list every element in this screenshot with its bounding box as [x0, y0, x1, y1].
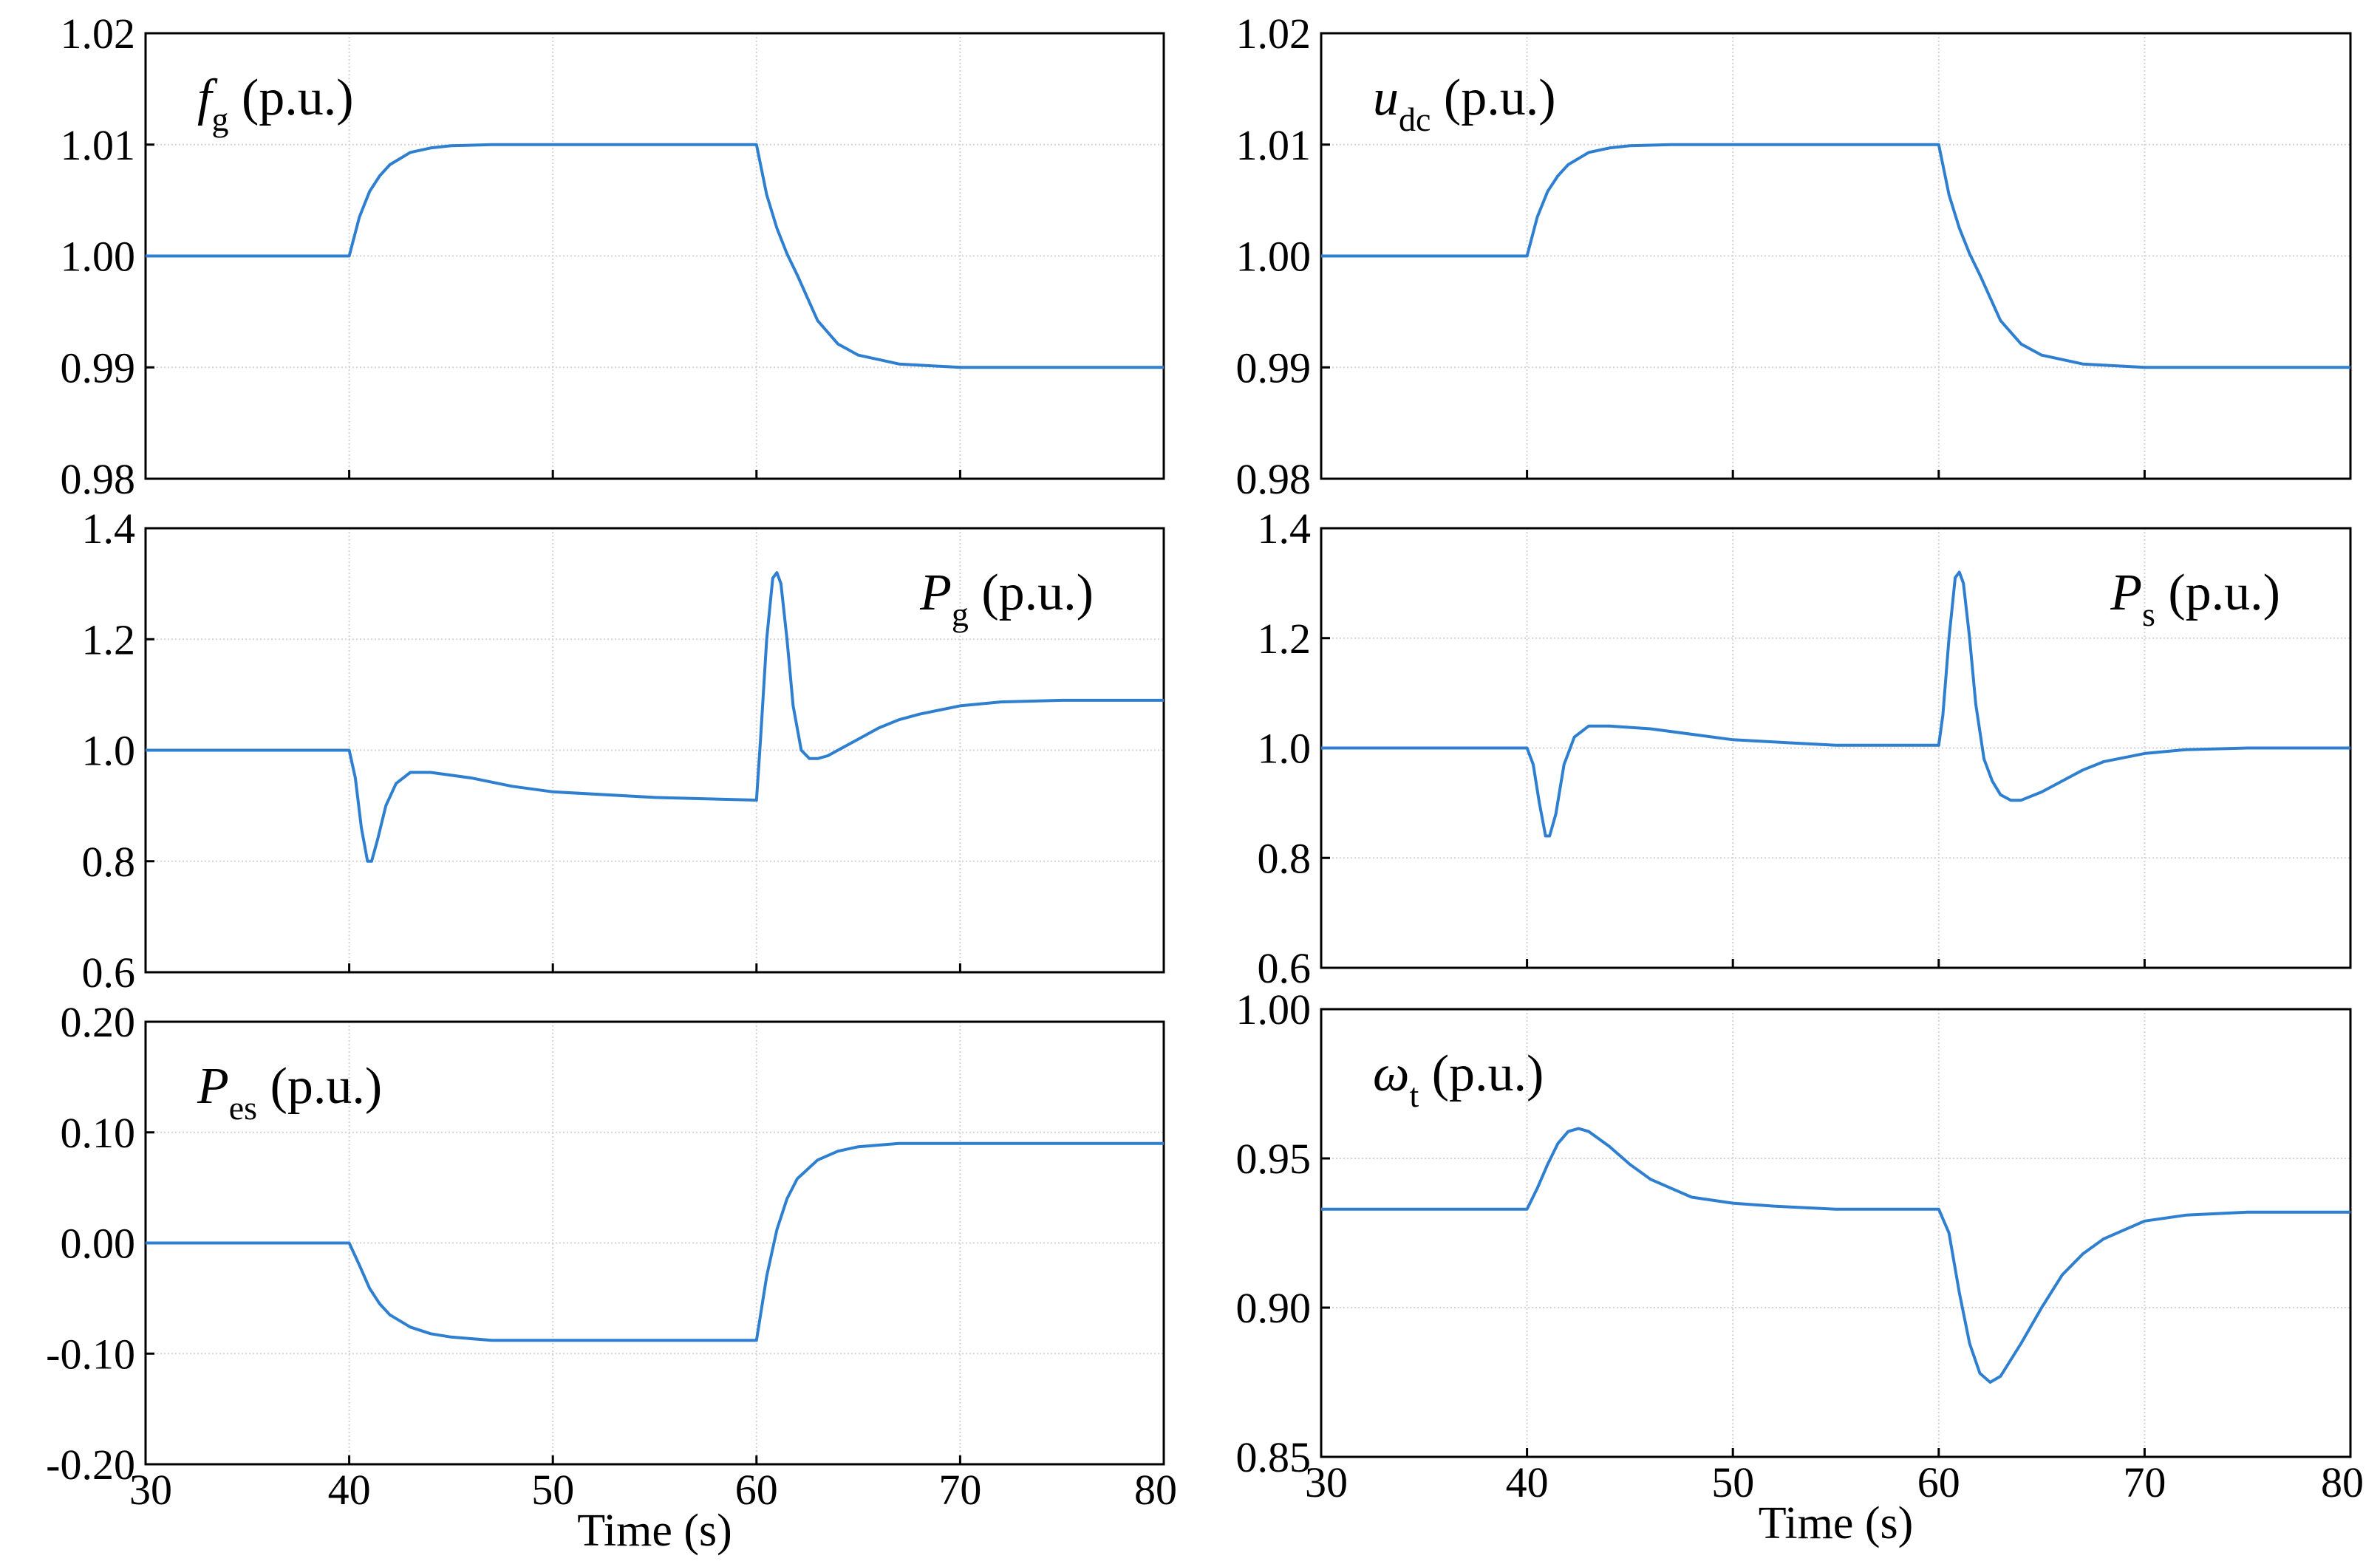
y-tick-label: 0.00: [61, 1220, 136, 1268]
title-subscript: dc: [1399, 100, 1431, 138]
y-tick-label: 0.90: [1236, 1284, 1312, 1332]
chart-fg: 0.98 0.99 1.00 1.01 1.02 fg (p.u.): [61, 10, 1165, 503]
y-tick-label: 0.99: [61, 344, 136, 392]
title-subscript: s: [2142, 595, 2155, 633]
title-unit: (p.u.): [1431, 69, 1555, 126]
x-tick-label: 50: [1711, 1458, 1754, 1506]
title-symbol: P: [2110, 564, 2142, 621]
x-tick-label: 80: [2321, 1458, 2364, 1506]
title-unit: (p.u.): [228, 69, 353, 126]
y-tick-label: 0.6: [82, 949, 136, 997]
y-tick-label: 1.0: [1258, 725, 1312, 773]
y-tick-label: 0.8: [82, 838, 136, 886]
panel-title: Pg (p.u.): [919, 564, 1094, 633]
panel-title: fg (p.u.): [197, 69, 354, 138]
y-tick-label: 1.4: [82, 505, 136, 553]
x-tick-label: 80: [1134, 1466, 1177, 1514]
series-line-Ps: [1321, 570, 2350, 838]
y-tick-label: 0.10: [61, 1109, 136, 1157]
y-tick-label: 0.98: [61, 455, 136, 503]
y-tick-label: 1.02: [61, 10, 136, 58]
y-tick-label: -0.10: [46, 1330, 135, 1378]
x-tick-label: 50: [531, 1466, 574, 1514]
chart-wt: 0.85 0.90 0.95 1.00 30 40 50 60 70 80 Time (s) ωt (…: [1236, 986, 2364, 1548]
y-tick-label: 1.4: [1258, 505, 1312, 553]
panel-title: udc (p.u.): [1373, 69, 1556, 138]
panel-title: Pes (p.u.): [197, 1058, 382, 1127]
y-tick-label: 1.00: [1236, 233, 1312, 281]
x-tick-label: 40: [328, 1466, 371, 1514]
title-subscript: t: [1409, 1076, 1419, 1114]
y-tick-label: 0.20: [61, 998, 136, 1046]
x-tick-label: 70: [938, 1466, 981, 1514]
y-tick-label: 0.95: [1236, 1135, 1312, 1183]
x-tick-label: 30: [1305, 1458, 1348, 1506]
x-tick-label: 30: [129, 1466, 172, 1514]
y-tick-label: 0.8: [1258, 834, 1312, 882]
title-unit: (p.u.): [2155, 564, 2280, 621]
title-subscript: es: [229, 1089, 257, 1127]
y-tick-label: 1.00: [61, 233, 136, 281]
title-unit: (p.u.): [1419, 1045, 1544, 1102]
series-line-udc: [1321, 143, 2350, 369]
title-symbol: P: [197, 1058, 229, 1115]
x-axis-label: Time (s): [577, 1506, 732, 1556]
title-subscript: g: [952, 595, 969, 633]
series-line-Pg: [146, 571, 1164, 863]
y-tick-label: 1.00: [1236, 986, 1312, 1034]
title-symbol: P: [919, 564, 952, 621]
plot-frame: [1320, 1008, 2352, 1458]
y-tick-label: 1.0: [82, 727, 136, 775]
series-line-fg: [146, 143, 1164, 369]
series-line-wt: [1321, 1127, 2350, 1384]
y-tick-label: 0.98: [1236, 455, 1312, 503]
title-symbol: u: [1373, 69, 1399, 126]
y-tick-label: 0.99: [1236, 344, 1312, 392]
chart-udc: 0.98 0.99 1.00 1.01 1.02 udc (p.u.): [1236, 10, 2352, 503]
x-tick-label: 70: [2123, 1458, 2166, 1506]
y-tick-label: 1.01: [61, 121, 136, 169]
panel-title: Ps (p.u.): [2110, 564, 2280, 633]
title-symbol: ω: [1373, 1045, 1409, 1102]
x-tick-label: 40: [1506, 1458, 1549, 1506]
y-tick-label: 1.02: [1236, 10, 1312, 58]
chart-pg: 0.6 0.8 1.0 1.2 1.4 Pg (p.u.): [82, 505, 1165, 997]
y-tick-label: -0.20: [46, 1441, 135, 1489]
y-tick-label: 1.2: [82, 615, 136, 663]
y-tick-label: 1.2: [1258, 615, 1312, 663]
chart-pes: -0.20 -0.10 0.00 0.10 0.20 30 40 50 60 70 80 Time (…: [46, 998, 1177, 1556]
chart-ps: 0.6 0.8 1.0 1.2 1.4 Ps (p.u.): [1258, 505, 2352, 992]
x-tick-label: 60: [1917, 1458, 1960, 1506]
panel-title: ωt (p.u.): [1373, 1045, 1544, 1114]
x-axis-label: Time (s): [1759, 1498, 1914, 1548]
series-line-Pes: [146, 1141, 1164, 1342]
title-unit: (p.u.): [257, 1058, 382, 1115]
x-tick-label: 60: [735, 1466, 778, 1514]
title-subscript: g: [211, 100, 228, 138]
y-tick-label: 0.6: [1258, 944, 1312, 992]
y-tick-label: 1.01: [1236, 121, 1312, 169]
title-unit: (p.u.): [969, 564, 1094, 621]
y-tick-label: 0.85: [1236, 1433, 1312, 1481]
